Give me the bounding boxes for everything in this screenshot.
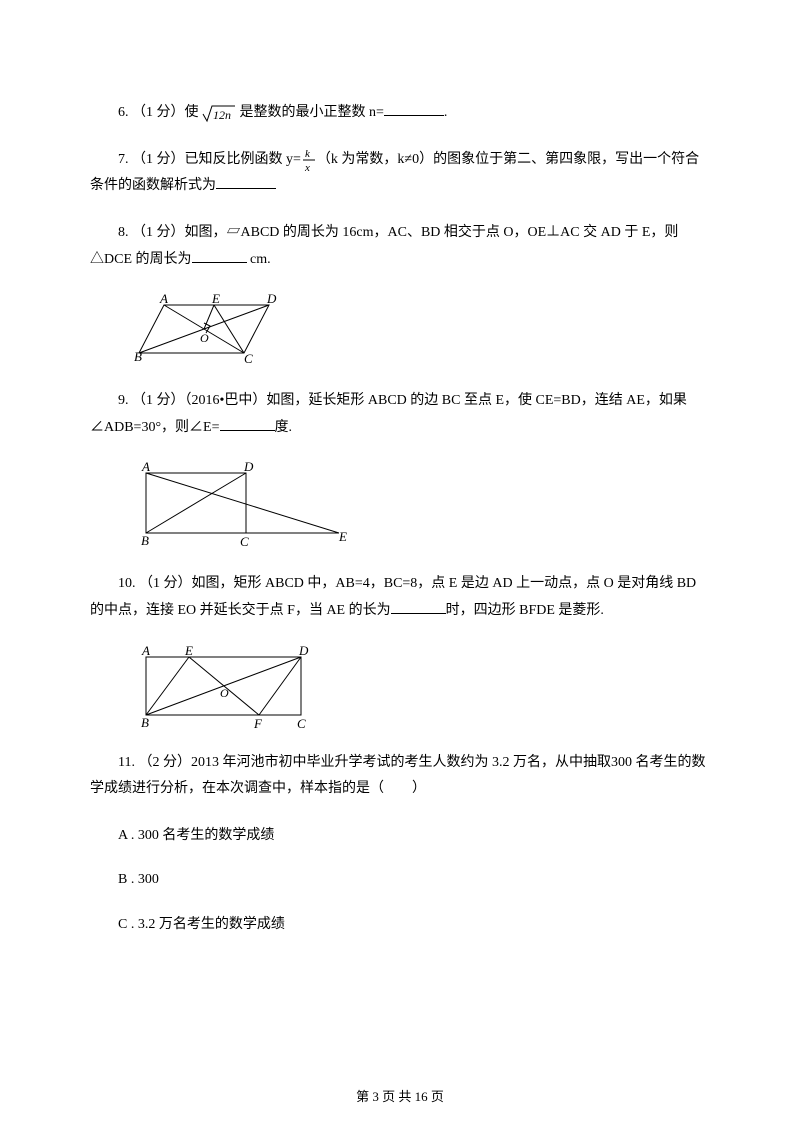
svg-text:B: B: [134, 349, 142, 364]
blank-input[interactable]: [391, 599, 446, 614]
question-11: 11. （2 分）2013 年河池市初中毕业升学考试的考生人数约为 3.2 万名…: [90, 750, 710, 803]
option-b[interactable]: B . 300: [90, 867, 710, 894]
svg-text:E: E: [211, 293, 220, 306]
q6-prefix: 6. （1 分）使: [118, 105, 202, 120]
q9-text: 9. （1 分）（2016•巴中）如图，延长矩形 ABCD 的边 BC 至点 E…: [90, 393, 687, 435]
svg-text:k: k: [305, 148, 311, 160]
sqrt-12n-icon: 12n: [202, 102, 236, 124]
svg-text:B: B: [141, 715, 149, 730]
svg-text:B: B: [141, 533, 149, 548]
question-8: 8. （1 分）如图，▱ABCD 的周长为 16cm，AC、BD 相交于点 O，…: [90, 220, 710, 273]
page-footer: 第 3 页 共 16 页: [0, 1085, 800, 1110]
svg-text:O: O: [220, 686, 229, 700]
svg-text:D: D: [243, 461, 254, 474]
blank-input[interactable]: [220, 416, 275, 431]
figure-rectangle-rhombus-icon: A E D B F C O: [134, 645, 324, 730]
question-7: 7. （1 分）已知反比例函数 y= k x （k 为常数，k≠0）的图象位于第…: [90, 147, 710, 200]
fraction-k-over-x-icon: k x: [301, 147, 317, 173]
q6-dot: .: [444, 105, 448, 120]
svg-text:E: E: [184, 645, 193, 658]
blank-input[interactable]: [216, 174, 276, 189]
svg-text:D: D: [266, 293, 277, 306]
blank-input[interactable]: [192, 248, 247, 263]
question-6: 6. （1 分）使 12n 是整数的最小正整数 n=.: [90, 100, 710, 127]
svg-text:x: x: [304, 162, 310, 173]
svg-text:D: D: [298, 645, 309, 658]
q6-mid: 是整数的最小正整数 n=: [240, 105, 384, 120]
svg-text:A: A: [159, 293, 168, 306]
svg-text:C: C: [244, 351, 253, 366]
figure-rectangle-extend-icon: A D B C E: [134, 461, 359, 551]
svg-text:A: A: [141, 645, 150, 658]
q8-text: 8. （1 分）如图，▱ABCD 的周长为 16cm，AC、BD 相交于点 O，…: [90, 225, 678, 267]
svg-text:C: C: [240, 534, 249, 549]
q10-suffix: 时，四边形 BFDE 是菱形.: [446, 603, 604, 618]
q11-text: 11. （2 分）2013 年河池市初中毕业升学考试的考生人数约为 3.2 万名…: [90, 755, 705, 797]
svg-text:E: E: [338, 529, 347, 544]
option-c[interactable]: C . 3.2 万名考生的数学成绩: [90, 912, 710, 939]
figure-parallelogram-icon: A E D B C O: [134, 293, 304, 368]
svg-text:O: O: [200, 331, 209, 345]
svg-text:C: C: [297, 716, 306, 730]
blank-input[interactable]: [384, 101, 444, 116]
q8-unit: cm.: [247, 252, 271, 267]
svg-text:12n: 12n: [213, 108, 231, 122]
question-9: 9. （1 分）（2016•巴中）如图，延长矩形 ABCD 的边 BC 至点 E…: [90, 388, 710, 441]
svg-text:F: F: [253, 716, 263, 730]
question-10: 10. （1 分）如图，矩形 ABCD 中，AB=4，BC=8，点 E 是边 A…: [90, 571, 710, 624]
q7-prefix: 7. （1 分）已知反比例函数 y=: [118, 152, 301, 167]
q9-unit: 度.: [275, 420, 293, 435]
option-a[interactable]: A . 300 名考生的数学成绩: [90, 823, 710, 850]
svg-text:A: A: [141, 461, 150, 474]
